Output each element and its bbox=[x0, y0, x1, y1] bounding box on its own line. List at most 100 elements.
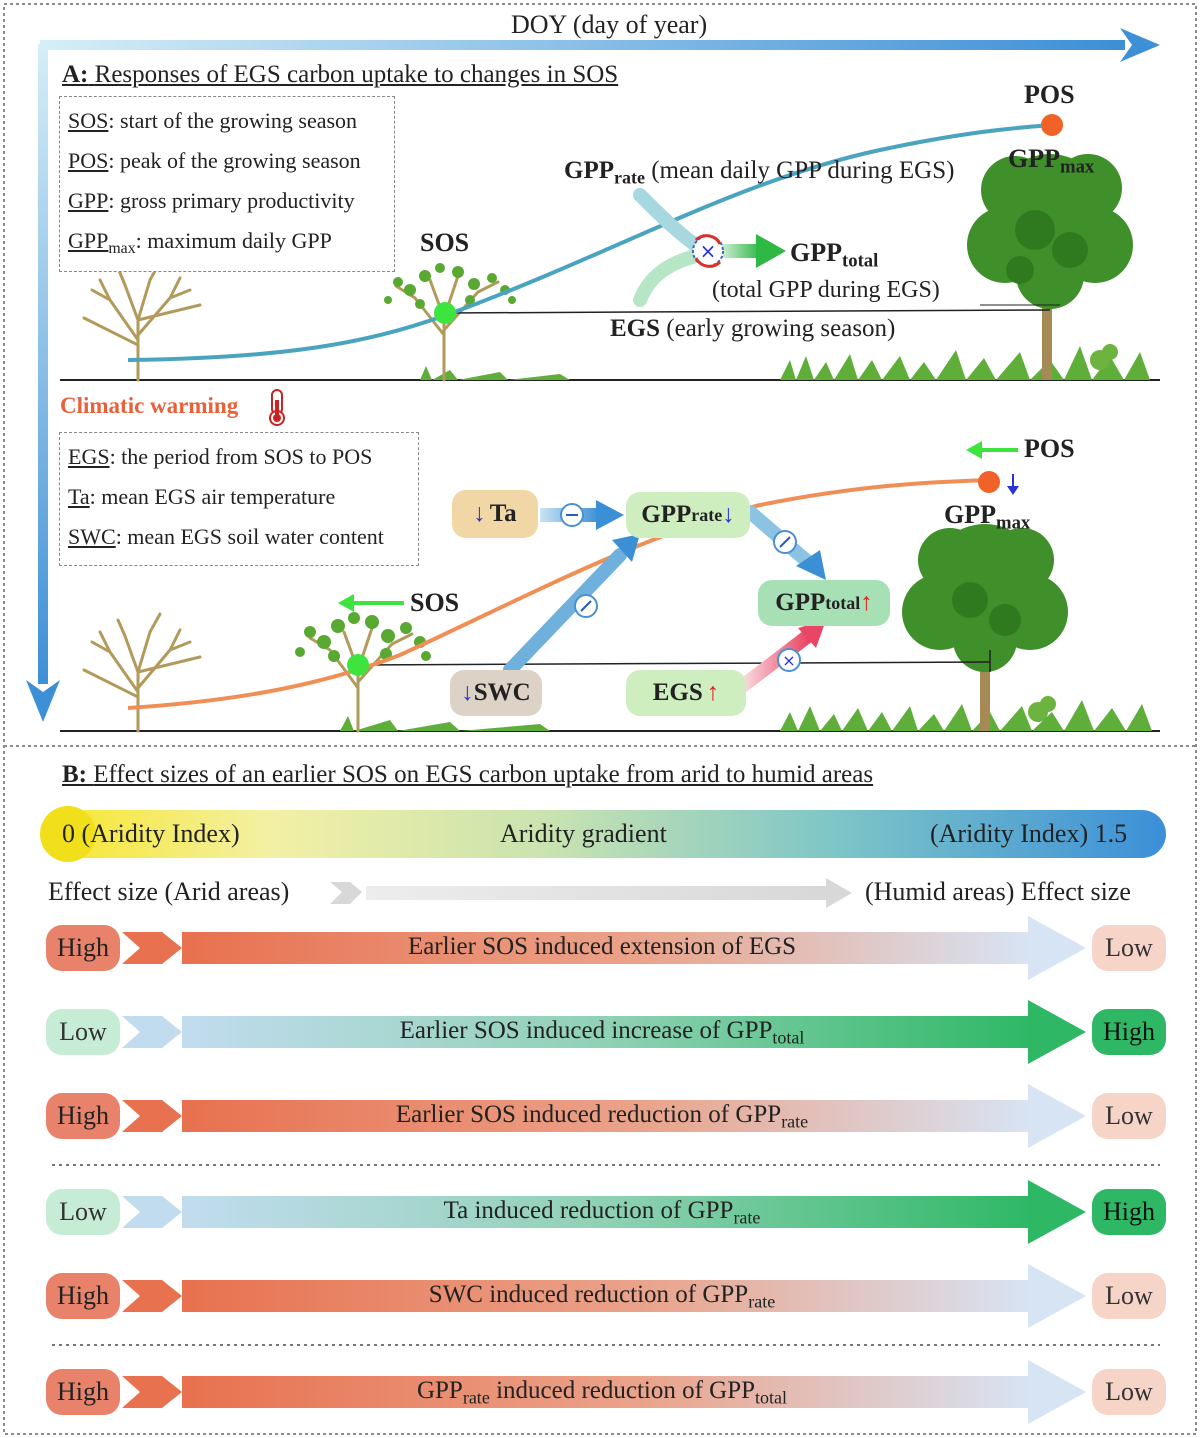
arid-humid-arrow bbox=[330, 878, 852, 908]
effect-left-badge: High bbox=[46, 1093, 120, 1139]
gpptotal-flow-arrow bbox=[720, 234, 786, 268]
effect-right-badge: High bbox=[1092, 1009, 1166, 1055]
bare-tree-icon bbox=[82, 260, 202, 382]
effect-arrow-1 bbox=[122, 916, 1086, 980]
legend-row-egs: EGS: the period from SOS to POS bbox=[68, 444, 373, 469]
pos-label-warming: POS bbox=[1024, 434, 1075, 463]
effect-label: Earlier SOS induced reduction of GPPrate bbox=[395, 1101, 809, 1132]
pos-dot bbox=[1041, 114, 1063, 136]
swc-to-rate-arrow bbox=[503, 534, 640, 677]
full-tree-icon bbox=[967, 154, 1133, 380]
gradient-right-label: (Aridity Index) 1.5 bbox=[930, 819, 1128, 848]
effect-arrow-5 bbox=[122, 1264, 1086, 1328]
down-arrow-icon: ↓ bbox=[473, 500, 486, 527]
gradient-center-label: Aridity gradient bbox=[500, 819, 667, 848]
effect-arrow-6 bbox=[122, 1360, 1086, 1424]
sos-dot bbox=[434, 302, 456, 324]
gpprate-box: GPP rate ↓ bbox=[626, 492, 750, 538]
down-arrow-icon: ↓ bbox=[461, 679, 474, 706]
sos-dot-warming bbox=[347, 654, 369, 676]
climatic-warming-label: Climatic warming bbox=[60, 393, 239, 418]
effect-label: Ta induced reduction of GPPrate bbox=[443, 1197, 761, 1228]
minus-icon bbox=[773, 530, 797, 554]
sos-shift-arrow bbox=[338, 594, 404, 612]
budding-tree-icon bbox=[384, 263, 516, 382]
egs-to-total-arrow bbox=[733, 620, 826, 695]
effect-label: Earlier SOS induced increase of GPPtotal bbox=[399, 1017, 805, 1048]
egs-line-top bbox=[444, 309, 1051, 314]
ta-box: ↓ Ta bbox=[452, 490, 538, 538]
effect-label: Earlier SOS induced extension of EGS bbox=[407, 933, 797, 960]
legend-row-pos: POS: peak of the growing season bbox=[68, 148, 361, 173]
effect-arrow-2 bbox=[122, 1000, 1086, 1064]
gppmax-label: GPPmax bbox=[1008, 144, 1095, 178]
gradient-left-label: 0 (Aridity Index) bbox=[62, 819, 240, 848]
svg-text:×: × bbox=[782, 651, 795, 670]
thermometer-icon bbox=[269, 389, 285, 426]
effect-label: GPPrate induced reduction of GPPtotal bbox=[416, 1377, 788, 1408]
shrub-icon bbox=[1028, 344, 1118, 722]
gpp-curve-top bbox=[127, 123, 1053, 362]
egs-label: EGS (early growing season) bbox=[610, 315, 896, 342]
legend-row-ta: Ta: mean EGS air temperature bbox=[68, 484, 336, 509]
effect-right-label: (Humid areas) Effect size bbox=[865, 877, 1131, 906]
effect-right-badge: Low bbox=[1092, 1369, 1166, 1415]
multiply-icon: × bbox=[692, 234, 724, 268]
effect-left-badge: High bbox=[46, 1273, 120, 1319]
pos-shift-arrow bbox=[966, 441, 1018, 459]
doy-axis-arrow bbox=[40, 28, 1160, 62]
effect-arrow-3 bbox=[122, 1084, 1086, 1148]
aridity-zero-marker bbox=[40, 806, 96, 862]
effect-left-badge: Low bbox=[46, 1189, 120, 1235]
grass-top bbox=[420, 346, 1150, 380]
effect-left-badge: High bbox=[46, 1369, 120, 1415]
sos-label: SOS bbox=[420, 228, 470, 257]
gpprate-label: GPPrate (mean daily GPP during EGS) bbox=[564, 157, 955, 188]
gpptotal-box: GPP total ↑ bbox=[758, 580, 890, 626]
effect-left-label: Effect size (Arid areas) bbox=[48, 877, 290, 906]
effect-left-badge: Low bbox=[46, 1009, 120, 1055]
panel-a-title: A: Responses of EGS carbon uptake to cha… bbox=[62, 61, 619, 88]
effect-left-badge: High bbox=[46, 925, 120, 971]
pos-label: POS bbox=[1024, 80, 1075, 109]
effect-right-badge: Low bbox=[1092, 1093, 1166, 1139]
legend-row-swc: SWC: mean EGS soil water content bbox=[68, 524, 384, 549]
swc-box: ↓ SWC bbox=[450, 670, 542, 716]
svg-text:×: × bbox=[700, 239, 717, 263]
vertical-axis-arrow bbox=[26, 44, 60, 722]
minus-icon bbox=[574, 594, 598, 618]
egs-box: EGS ↑ bbox=[626, 670, 746, 716]
legend-variables: EGS: the period from SOS to POS Ta: mean… bbox=[59, 432, 419, 566]
legend-row-gppmax: GPPmax: maximum daily GPP bbox=[68, 228, 332, 257]
up-arrow-icon: ↑ bbox=[706, 679, 720, 706]
up-arrow-icon: ↑ bbox=[860, 589, 873, 616]
minus-icon bbox=[560, 503, 584, 527]
full-tree-icon bbox=[902, 524, 1068, 731]
legend-definitions: SOS: start of the growing season POS: pe… bbox=[59, 96, 395, 272]
gpptotal-desc: (total GPP during EGS) bbox=[712, 277, 940, 303]
pos-dot-warming bbox=[978, 471, 1000, 493]
gpp-curve-warming bbox=[127, 478, 991, 710]
doy-axis-label: DOY (day of year) bbox=[511, 10, 708, 39]
legend-row-sos: SOS: start of the growing season bbox=[68, 108, 358, 133]
bare-tree-icon bbox=[82, 612, 202, 733]
effect-label: SWC induced reduction of GPPrate bbox=[428, 1281, 776, 1312]
down-arrow-icon: ↓ bbox=[722, 501, 735, 528]
gppmax-down-arrow bbox=[1007, 474, 1019, 495]
aridity-gradient-bar bbox=[44, 810, 1166, 858]
panel-b-title: B: Effect sizes of an earlier SOS on EGS… bbox=[62, 761, 874, 788]
legend-row-gpp: GPP: gross primary productivity bbox=[68, 188, 355, 213]
effect-right-badge: Low bbox=[1092, 1273, 1166, 1319]
multiply-icon: × bbox=[777, 648, 801, 672]
effect-arrow-4 bbox=[122, 1180, 1086, 1244]
egs-line-bottom bbox=[357, 661, 991, 666]
effect-right-badge: Low bbox=[1092, 925, 1166, 971]
gpptotal-label: GPPtotal bbox=[790, 238, 879, 272]
grass-bottom bbox=[340, 700, 1152, 731]
egs-flow-arrow bbox=[633, 248, 707, 307]
effect-right-badge: High bbox=[1092, 1189, 1166, 1235]
gppmax-label-warming: GPPmax bbox=[944, 500, 1031, 534]
sos-label-warming: SOS bbox=[410, 588, 460, 617]
gpprate-flow-arrow bbox=[633, 188, 707, 255]
